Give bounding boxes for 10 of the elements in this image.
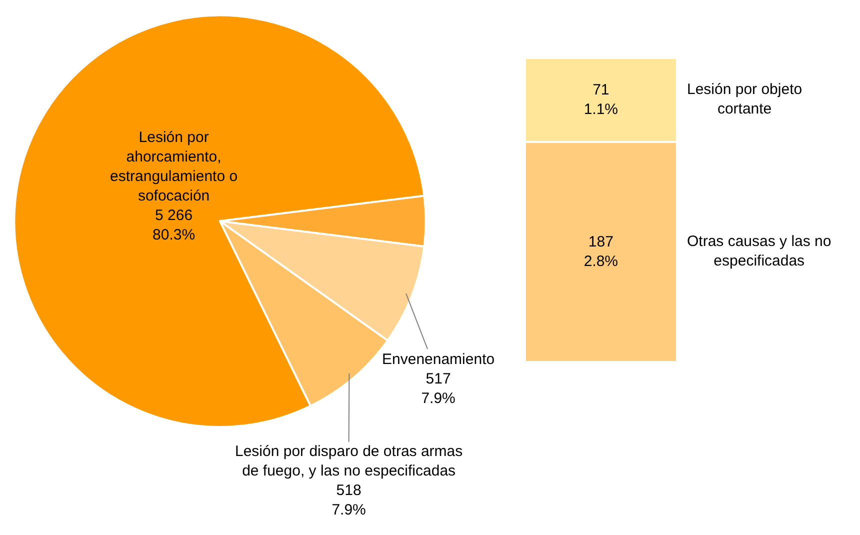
slice-label: Lesión por ahorcamiento, estrangulamiento o sofocación — [110, 129, 238, 204]
data-label: 517 7.9% — [421, 370, 456, 407]
slice-label: Lesión por disparo de otras armas de fuego, y las no especificadas — [235, 443, 463, 480]
slice-label: Envenenamiento — [382, 351, 495, 368]
series-label: Otras causas y las no especificadas — [687, 233, 832, 270]
data-label: 71 1.1% — [584, 82, 618, 118]
data-label: 518 7.9% — [332, 482, 366, 518]
series-label: Lesión por objeto cortante — [687, 81, 802, 118]
data-label: 187 2.8% — [584, 234, 618, 270]
data-label: 5 266 80.3% — [152, 207, 196, 244]
